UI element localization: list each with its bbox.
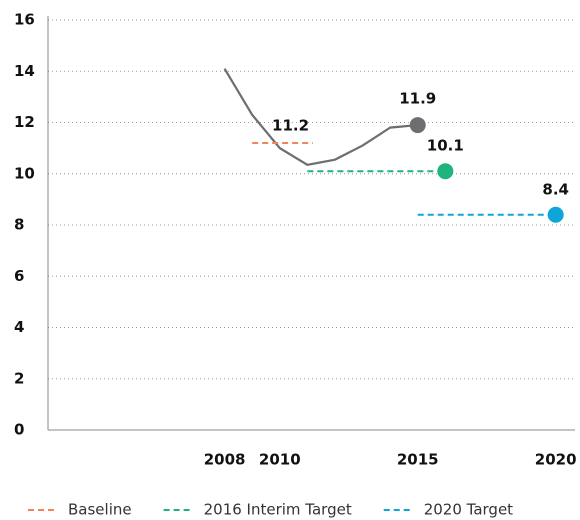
data-label: 10.1	[427, 137, 464, 155]
y-tick-label: 2	[14, 369, 24, 387]
y-tick-label: 10	[14, 164, 35, 182]
legend-label: 2016 Interim Target	[204, 501, 352, 519]
y-tick-label: 8	[14, 216, 24, 234]
data-label: 8.4	[542, 180, 569, 198]
x-tick-label: 2020	[535, 451, 577, 469]
x-tick-label: 2015	[397, 451, 439, 469]
end-marker	[409, 117, 426, 134]
target-marker	[547, 206, 564, 223]
y-tick-label: 0	[14, 421, 24, 439]
y-tick-label: 16	[14, 11, 35, 29]
data-label: 11.2	[272, 117, 309, 135]
y-tick-label: 12	[14, 113, 35, 131]
x-tick-label: 2010	[259, 451, 301, 469]
line-series	[223, 68, 418, 166]
y-tick-label: 4	[14, 318, 24, 336]
target-marker	[437, 163, 454, 180]
legend-label: 2020 Target	[424, 501, 513, 519]
data-label: 11.9	[399, 90, 436, 108]
legend-label: Baseline	[68, 501, 132, 519]
y-tick-label: 6	[14, 267, 24, 285]
x-tick-label: 2008	[204, 451, 246, 469]
y-tick-label: 14	[14, 62, 35, 80]
